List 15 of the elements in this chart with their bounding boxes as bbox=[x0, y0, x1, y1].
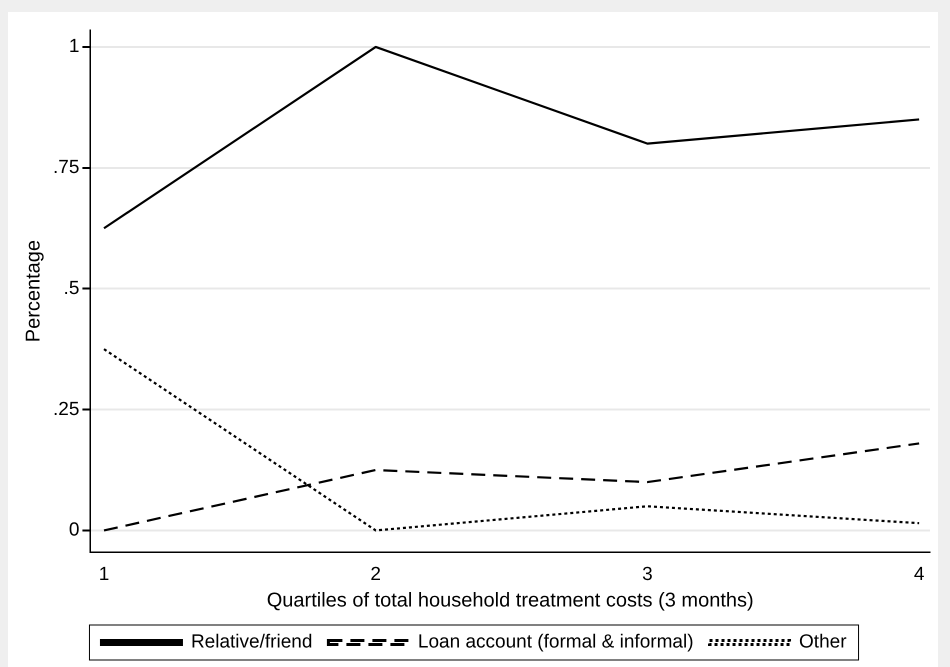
y-tick-label: .75 bbox=[52, 157, 80, 178]
legend-label: Loan account (formal & informal) bbox=[418, 632, 694, 653]
x-tick-label: 2 bbox=[370, 564, 381, 585]
x-tick-label: 1 bbox=[98, 564, 110, 585]
y-tick-label: .25 bbox=[52, 398, 80, 420]
legend-label: Other bbox=[799, 632, 848, 653]
legend-label: Relative/friend bbox=[190, 632, 312, 653]
x-tick-label: 4 bbox=[914, 564, 925, 585]
y-axis-title: Percentage bbox=[22, 240, 45, 342]
x-tick-label: 3 bbox=[642, 564, 653, 585]
x-axis-title: Quartiles of total household treatment costs (3 months) bbox=[266, 590, 754, 612]
line-series bbox=[102, 348, 920, 532]
y-tick-label: 1 bbox=[68, 36, 80, 58]
y-tick-label: 0 bbox=[68, 520, 80, 541]
y-tick-label: .5 bbox=[64, 278, 80, 299]
